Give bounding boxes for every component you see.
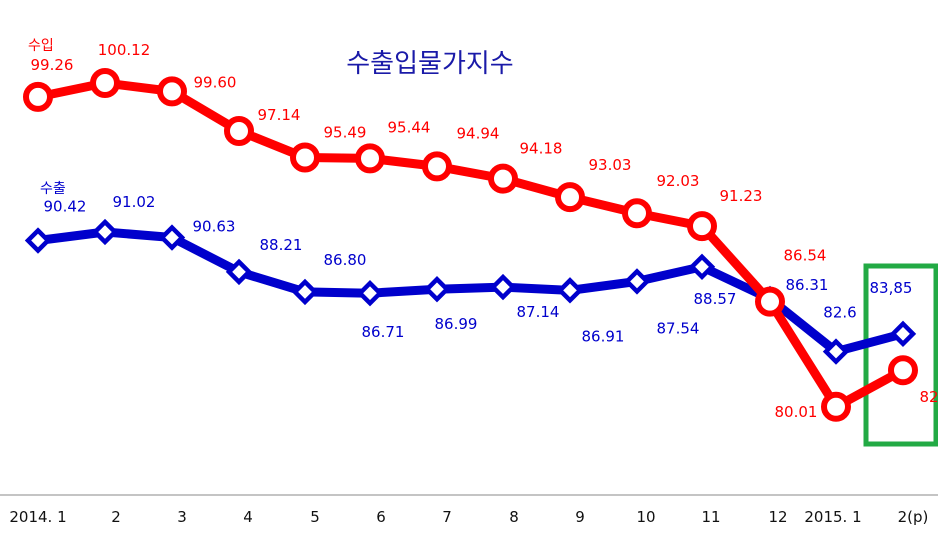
import-data-label: 80.01 (775, 403, 818, 421)
export-data-label: 86.99 (435, 315, 478, 333)
import-point (622, 198, 652, 229)
export-point (356, 280, 384, 307)
import-series-name: 수입 (28, 38, 54, 54)
import-data-label: 99.60 (194, 73, 237, 91)
highlight-layer (863, 263, 938, 447)
x-tick-label: 7 (442, 508, 452, 526)
x-axis-ticks: 2014. 1 2 3 4 5 6 7 8 9 10 11 12 2015. 1 2(p) (9, 508, 928, 526)
import-data-label: 86.54 (784, 247, 827, 265)
x-tick-label: 5 (310, 508, 320, 526)
export-point (423, 276, 451, 303)
export-data-label: 88.21 (260, 236, 303, 254)
import-point (157, 76, 187, 107)
import-data-label: 91.23 (720, 187, 763, 205)
import-point (687, 211, 717, 242)
import-point (555, 182, 585, 213)
chart-title: 수출입물가지수 (346, 49, 513, 79)
series-layer (23, 68, 918, 422)
import-point (290, 142, 320, 173)
x-tick-label: 3 (177, 508, 187, 526)
export-point (489, 273, 517, 301)
import-point (224, 115, 254, 146)
export-point (822, 338, 850, 365)
import-data-label: 99.26 (31, 56, 74, 74)
x-tick-label: 11 (701, 508, 720, 526)
import-point (355, 143, 385, 174)
export-point (158, 224, 186, 251)
export-data-label: 86.31 (786, 276, 829, 294)
export-data-label: 87.54 (657, 319, 700, 337)
import-data-label: 95.44 (388, 118, 431, 136)
export-data-label: 90.63 (193, 218, 236, 236)
x-tick-label: 2014. 1 (9, 508, 66, 526)
export-data-label: 88.57 (694, 290, 737, 308)
export-series-name: 수출 (40, 181, 66, 197)
x-tick-label: 9 (575, 508, 585, 526)
x-tick-label: 8 (509, 508, 519, 526)
highlight-box (863, 263, 938, 447)
export-point (556, 277, 584, 304)
import-data-label: 100.12 (98, 41, 151, 59)
import-data-label: 93.03 (589, 156, 632, 174)
export-data-label: 86.91 (582, 327, 625, 345)
export-data-label: 90.42 (44, 198, 87, 216)
export-data-label: 91.02 (113, 193, 156, 211)
export-point (91, 218, 119, 246)
x-tick-label: 2015. 1 (804, 508, 861, 526)
import-point (23, 81, 53, 112)
export-data-label: 87.14 (517, 303, 560, 321)
export-data-label: 86.80 (324, 251, 367, 269)
import-point (488, 163, 518, 194)
import-point (821, 391, 851, 422)
export-point (225, 258, 253, 286)
import-data-label: 94.94 (457, 124, 500, 142)
import-point (90, 68, 120, 98)
import-data-label: 94.18 (520, 140, 563, 158)
data-label-layer: 90.42 91.02 90.63 88.21 86.80 86.71 86.99 87.14… (31, 41, 938, 421)
export-point (291, 278, 319, 306)
export-data-label: 83,85 (870, 279, 913, 297)
export-data-label: 82.6 (823, 304, 856, 322)
export-data-label: 86.71 (362, 323, 405, 341)
export-point (24, 227, 52, 254)
import-data-label: 95.49 (324, 124, 367, 142)
x-tick-label: 2(p) (898, 508, 929, 526)
x-tick-label: 12 (768, 508, 787, 526)
export-point (623, 268, 651, 295)
import-data-label: 82,28 (920, 388, 938, 406)
x-tick-label: 2 (111, 508, 121, 526)
x-tick-label: 10 (636, 508, 655, 526)
export-point (688, 253, 716, 280)
import-point (888, 355, 918, 386)
x-tick-label: 4 (243, 508, 253, 526)
import-point (422, 151, 452, 182)
import-data-label: 92.03 (657, 172, 700, 190)
export-point (889, 320, 917, 347)
import-point (755, 286, 785, 317)
x-tick-label: 6 (376, 508, 386, 526)
import-data-label: 97.14 (258, 106, 301, 124)
